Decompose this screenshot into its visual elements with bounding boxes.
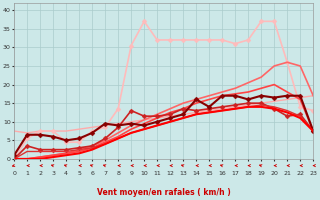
X-axis label: Vent moyen/en rafales ( km/h ): Vent moyen/en rafales ( km/h ): [97, 188, 230, 197]
